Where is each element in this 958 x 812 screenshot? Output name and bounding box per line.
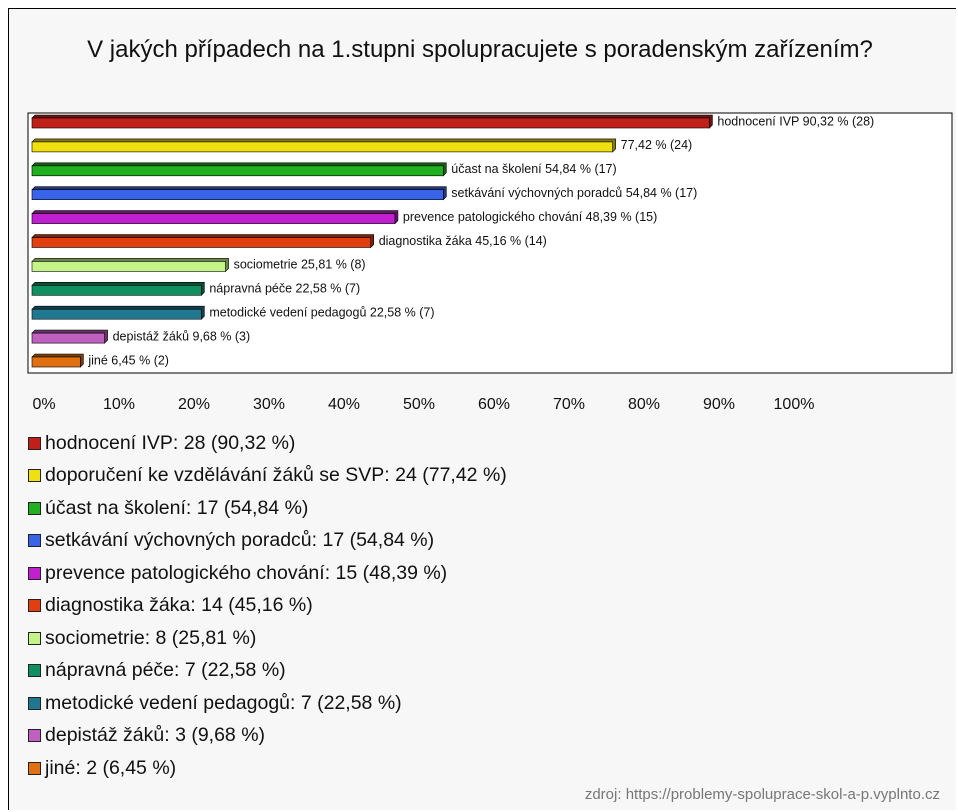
legend-item: účast na školení: 17 (54,84 %) xyxy=(28,492,507,525)
x-tick-label: 30% xyxy=(253,396,285,413)
source: zdroj: https://problemy-spoluprace-skol-… xyxy=(584,786,940,803)
legend-label: nápravná péče: 7 (22,58 %) xyxy=(45,659,286,682)
legend-swatch xyxy=(28,501,41,515)
bar-label: jiné 6,45 % (2) xyxy=(87,353,169,367)
legend-item: sociometrie: 8 (25,81 %) xyxy=(28,622,507,655)
legend-item: doporučení ke vzdělávání žáků se SVP: 24… xyxy=(28,460,507,493)
chart-title: V jakých případech na 1.stupni spoluprac… xyxy=(87,36,873,63)
legend-label: setkávání výchovných poradců: 17 (54,84 … xyxy=(45,529,435,552)
bar xyxy=(31,117,710,129)
x-tick-label: 80% xyxy=(628,396,660,413)
bar-label: hodnocení IVP 90,32 % (28) xyxy=(717,114,874,128)
bar-label: diagnostika žáka 45,16 % (14) xyxy=(379,234,547,248)
legend-label: diagnostika žáka: 14 (45,16 %) xyxy=(45,594,313,617)
legend-swatch xyxy=(28,566,41,580)
x-tick-label: 100% xyxy=(774,396,815,413)
legend-item: depistáž žáků: 3 (9,68 %) xyxy=(28,720,507,753)
legend-swatch xyxy=(28,436,41,450)
x-tick-label: 60% xyxy=(478,396,510,413)
legend-swatch xyxy=(28,599,41,613)
bar xyxy=(31,356,81,368)
legend-item: jiné: 2 (6,45 %) xyxy=(28,752,507,785)
bar xyxy=(31,332,105,344)
legend-swatch xyxy=(28,631,41,645)
legend-item: hodnocení IVP: 28 (90,32 %) xyxy=(28,427,507,460)
x-tick-label: 0% xyxy=(32,396,55,413)
legend-swatch xyxy=(28,696,41,710)
x-tick-label: 90% xyxy=(703,396,735,413)
legend-label: prevence patologického chování: 15 (48,3… xyxy=(45,561,448,584)
bar-label: depistáž žáků 9,68 % (3) xyxy=(113,329,251,343)
bar-label: prevence patologického chování 48,39 % (… xyxy=(403,210,657,224)
legend-item: diagnostika žáka: 14 (45,16 %) xyxy=(28,590,507,623)
bar-label: metodické vedení pedagogů 22,58 % (7) xyxy=(209,305,434,319)
bar-label: nápravná péče 22,58 % (7) xyxy=(209,282,360,296)
legend-label: metodické vedení pedagogů: 7 (22,58 %) xyxy=(45,691,402,714)
bar xyxy=(31,141,613,153)
legend-label: doporučení ke vzdělávání žáků se SVP: 24… xyxy=(45,464,507,487)
bar-label: 77,42 % (24) xyxy=(621,138,693,152)
bar xyxy=(31,189,444,200)
legend-swatch xyxy=(28,761,41,775)
legend: hodnocení IVP: 28 (90,32 %) doporučení ke… xyxy=(28,427,507,785)
legend-swatch xyxy=(28,469,41,483)
legend-item: nápravná péče: 7 (22,58 %) xyxy=(28,655,507,688)
x-tick-label: 20% xyxy=(178,396,210,413)
bar-label: sociometrie 25,81 % (8) xyxy=(234,258,366,272)
legend-label: depistáž žáků: 3 (9,68 %) xyxy=(45,724,266,747)
x-tick-label: 50% xyxy=(403,396,435,413)
legend-label: hodnocení IVP: 28 (90,32 %) xyxy=(45,431,296,454)
bar-label: setkávání výchovných poradců 54,84 % (17… xyxy=(451,186,697,200)
legend-swatch xyxy=(28,729,41,743)
legend-item: prevence patologického chování: 15 (48,3… xyxy=(28,557,507,590)
legend-label: jiné: 2 (6,45 %) xyxy=(45,756,177,779)
x-tick-label: 10% xyxy=(103,396,135,413)
x-tick-label: 70% xyxy=(553,396,585,413)
bar xyxy=(31,165,444,177)
legend-item: setkávání výchovných poradců: 17 (54,84 … xyxy=(28,525,507,558)
x-tick-label: 40% xyxy=(328,396,360,413)
legend-swatch xyxy=(28,664,41,678)
bar xyxy=(31,308,202,320)
bar-label: účast na školení 54,84 % (17) xyxy=(451,162,616,176)
bar xyxy=(31,261,226,272)
legend-swatch xyxy=(28,534,41,548)
legend-label: účast na školení: 17 (54,84 %) xyxy=(45,496,309,519)
bar xyxy=(31,237,372,248)
bar xyxy=(31,213,396,224)
bar xyxy=(31,284,202,296)
legend-item: metodické vedení pedagogů: 7 (22,58 %) xyxy=(28,687,507,720)
legend-label: sociometrie: 8 (25,81 %) xyxy=(45,626,257,649)
